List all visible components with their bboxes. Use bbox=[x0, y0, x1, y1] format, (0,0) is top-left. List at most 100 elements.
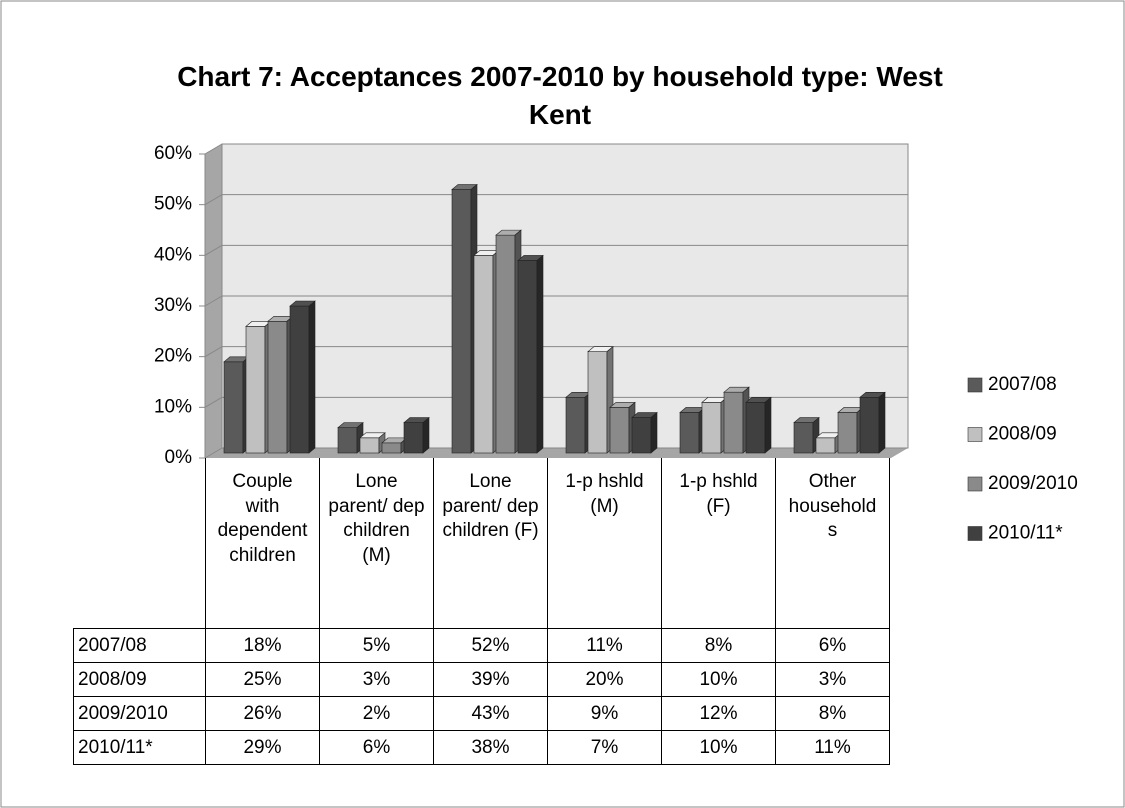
table-cell: 11% bbox=[775, 730, 890, 765]
table-cell: 52% bbox=[433, 628, 548, 663]
legend-label: 2007/08 bbox=[988, 374, 1057, 395]
table-cell: 3% bbox=[775, 662, 890, 697]
table-cell: 2% bbox=[319, 696, 434, 731]
bar bbox=[267, 315, 294, 454]
category-label: Couple with dependent children bbox=[205, 458, 320, 629]
table-cell: 3% bbox=[319, 662, 434, 697]
bar-front bbox=[337, 427, 358, 454]
y-tick-label: 40% bbox=[154, 244, 192, 265]
bar-front bbox=[837, 412, 858, 454]
table-cell: 18% bbox=[205, 628, 320, 663]
bar-front bbox=[381, 442, 402, 454]
table-cell: 25% bbox=[205, 662, 320, 697]
bar bbox=[245, 320, 272, 454]
table-cell: 6% bbox=[775, 628, 890, 663]
bar bbox=[631, 411, 658, 454]
bar-side bbox=[308, 300, 316, 454]
bar bbox=[859, 391, 886, 454]
table-cell: 11% bbox=[547, 628, 662, 663]
bar bbox=[565, 391, 592, 454]
bar bbox=[359, 432, 386, 454]
bar bbox=[609, 401, 636, 454]
chart-title: Chart 7: Acceptances 2007-2010 by househ… bbox=[177, 61, 943, 130]
bar-front bbox=[517, 260, 538, 454]
table-cell: 20% bbox=[547, 662, 662, 697]
row-label: 2010/11* bbox=[73, 730, 206, 765]
bar-front bbox=[815, 437, 836, 454]
bar-front bbox=[359, 437, 380, 454]
bar-side bbox=[878, 391, 886, 454]
bar bbox=[793, 416, 820, 454]
table-cell: 39% bbox=[433, 662, 548, 697]
grid-line-side bbox=[204, 396, 223, 408]
table-cell: 29% bbox=[205, 730, 320, 765]
y-tick-label: 0% bbox=[165, 447, 193, 468]
bar bbox=[837, 406, 864, 454]
bar bbox=[337, 422, 364, 454]
bar bbox=[495, 229, 522, 454]
table-cell: 38% bbox=[433, 730, 548, 765]
bar bbox=[701, 396, 728, 454]
table-cell: 6% bbox=[319, 730, 434, 765]
y-tick-label: 60% bbox=[154, 143, 192, 164]
legend-swatch bbox=[967, 427, 983, 442]
bar bbox=[289, 300, 316, 454]
table-cell: 8% bbox=[661, 628, 776, 663]
table-cell: 12% bbox=[661, 696, 776, 731]
bar-front bbox=[267, 320, 288, 454]
grid-line-side bbox=[204, 244, 223, 256]
bar-front bbox=[793, 422, 814, 454]
bar-side bbox=[650, 411, 658, 454]
bar bbox=[403, 416, 430, 454]
table-cell: 10% bbox=[661, 730, 776, 765]
bar-front bbox=[403, 422, 424, 454]
bar-front bbox=[723, 391, 744, 454]
category-label: 1-p hshld (M) bbox=[547, 458, 662, 629]
table-cell: 7% bbox=[547, 730, 662, 765]
bar bbox=[587, 346, 614, 454]
bar bbox=[517, 254, 544, 454]
bar-front bbox=[495, 234, 516, 454]
legend-swatch bbox=[967, 476, 983, 492]
table-cell: 26% bbox=[205, 696, 320, 731]
bar-front bbox=[859, 396, 880, 454]
bar-front bbox=[631, 417, 652, 454]
legend-label: 2008/09 bbox=[988, 424, 1057, 445]
table-cell: 9% bbox=[547, 696, 662, 731]
row-label: 2009/2010 bbox=[73, 696, 206, 731]
y-tick-label: 50% bbox=[154, 194, 192, 215]
bar bbox=[815, 432, 842, 454]
bar-front bbox=[609, 407, 630, 454]
category-label: 1-p hshld (F) bbox=[661, 458, 776, 629]
bar bbox=[223, 356, 250, 454]
grid-line-side bbox=[204, 194, 223, 206]
bar bbox=[745, 396, 772, 454]
row-label: 2007/08 bbox=[73, 628, 206, 663]
category-label: Lone parent/ dep children (F) bbox=[433, 458, 548, 629]
legend-swatch bbox=[967, 526, 983, 541]
bar bbox=[381, 437, 408, 454]
bar-front bbox=[451, 189, 472, 454]
table-cell: 8% bbox=[775, 696, 890, 731]
table-cell: 5% bbox=[319, 628, 434, 663]
bar bbox=[723, 386, 750, 454]
bar-front bbox=[245, 326, 266, 454]
bar bbox=[679, 406, 706, 454]
y-tick-label: 30% bbox=[154, 295, 192, 316]
bar-side bbox=[422, 416, 430, 454]
bar-front bbox=[745, 402, 766, 454]
grid-line-side bbox=[204, 346, 223, 358]
bar bbox=[473, 249, 500, 454]
bar-front bbox=[587, 351, 608, 454]
bar-front bbox=[679, 412, 700, 454]
grid-line-side bbox=[204, 143, 223, 155]
legend-label: 2010/11* bbox=[988, 523, 1063, 544]
legend-swatch bbox=[967, 377, 983, 393]
y-tick-label: 20% bbox=[154, 346, 192, 367]
bar-front bbox=[473, 255, 494, 454]
category-label: Lone parent/ dep children (M) bbox=[319, 458, 434, 629]
grid-line-side bbox=[204, 295, 223, 307]
legend-label: 2009/2010 bbox=[988, 473, 1078, 494]
